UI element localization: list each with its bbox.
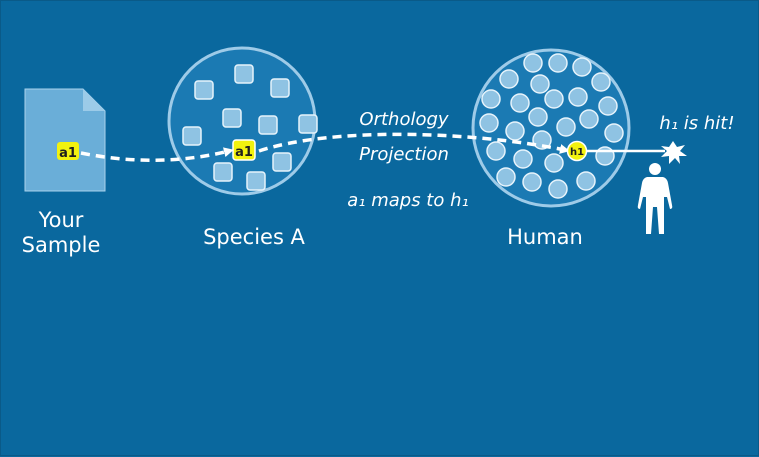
svg-text:a1: a1	[235, 145, 253, 160]
gene-dot	[544, 89, 564, 109]
species-label: Species A	[203, 225, 305, 249]
gene-dot	[576, 171, 596, 191]
gene-dot	[604, 123, 624, 143]
gene-square	[258, 115, 278, 135]
gene-dot	[530, 74, 550, 94]
gene-dot	[579, 109, 599, 129]
gene-square	[213, 162, 233, 182]
your-sample-label-line1: Your	[38, 208, 84, 232]
your-sample-label-line2: Sample	[22, 233, 101, 257]
human-circle	[471, 48, 631, 208]
gene-dot	[505, 121, 525, 141]
orthology-arrow	[258, 132, 570, 154]
orthology-label-line1: Orthology	[359, 109, 448, 130]
gene-dot	[528, 107, 548, 127]
gene-square	[272, 152, 292, 172]
gene-dot	[598, 96, 618, 116]
human-gene-chip: h1	[566, 140, 588, 162]
species-a-circle	[167, 46, 318, 196]
mapping-note: a₁ maps to h₁	[347, 190, 468, 211]
gene-square	[182, 126, 202, 146]
gene-dot	[479, 113, 499, 133]
gene-square	[222, 108, 242, 128]
gene-dot	[481, 89, 501, 109]
gene-square	[194, 80, 214, 100]
sample-gene-chip: a1	[57, 142, 79, 161]
gene-dot	[548, 53, 568, 73]
species-gene-squares	[182, 64, 318, 191]
human-gene-circles	[479, 53, 624, 199]
gene-square	[234, 64, 254, 84]
species-gene-chip: a1	[232, 139, 256, 161]
gene-dot	[572, 57, 592, 77]
orthology-label-line2: Projection	[359, 144, 449, 165]
gene-dot	[595, 146, 615, 166]
gene-dot	[591, 72, 611, 92]
svg-text:h1: h1	[570, 147, 584, 158]
gene-dot	[499, 69, 519, 89]
gene-dot	[523, 53, 543, 73]
human-figure-icon	[637, 163, 673, 234]
gene-dot	[513, 149, 533, 169]
gene-square	[298, 114, 318, 134]
gene-dot	[548, 179, 568, 199]
svg-text:a1: a1	[59, 146, 77, 161]
gene-dot	[532, 130, 552, 150]
gene-dot	[486, 141, 506, 161]
gene-dot	[556, 117, 576, 137]
gene-square	[270, 78, 290, 98]
gene-dot	[510, 93, 530, 113]
gene-dot	[544, 153, 564, 173]
starburst-icon	[661, 141, 687, 164]
gene-dot	[496, 167, 516, 187]
mapping-arrow-sample-to-species	[80, 147, 234, 163]
gene-square	[246, 171, 266, 191]
document-icon	[24, 88, 106, 192]
hit-note: h₁ is hit!	[659, 113, 734, 134]
human-label: Human	[507, 225, 583, 249]
gene-dot	[568, 87, 588, 107]
gene-dot	[522, 172, 542, 192]
